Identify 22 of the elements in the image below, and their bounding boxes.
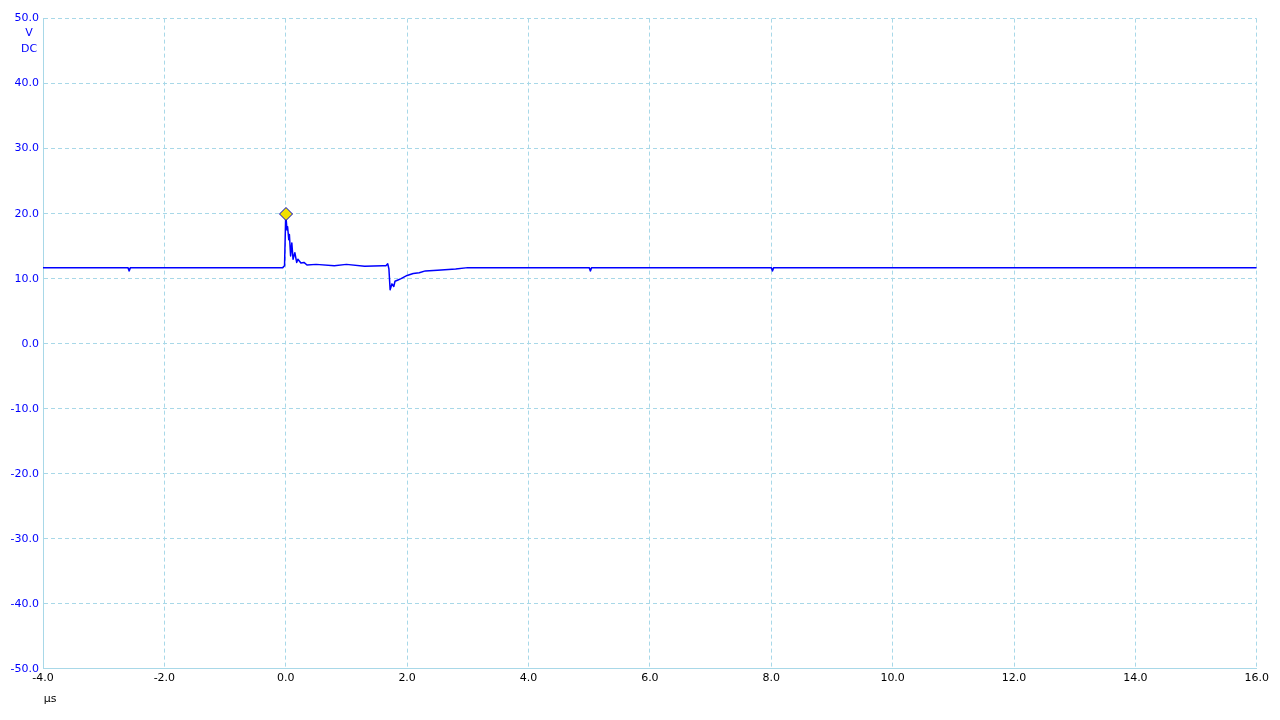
x-tick-label: 0.0 — [277, 671, 295, 685]
x-tick-label: 12.0 — [1001, 671, 1027, 685]
x-tick-label: 16.0 — [1244, 671, 1269, 685]
x-tick-label: 14.0 — [1123, 671, 1148, 685]
y-tick-label: 30.0 — [14, 141, 39, 155]
x-axis-title: µs — [43, 691, 57, 705]
x-tick-label: 4.0 — [519, 671, 538, 685]
y-tick-label: -40.0 — [10, 596, 39, 610]
x-tick-label: -2.0 — [153, 671, 176, 685]
y-axis-title: V DC — [20, 26, 38, 56]
y-tick-label: 50.0 — [14, 11, 39, 25]
y-tick-label: 0.0 — [21, 336, 39, 350]
y-tick-label: 40.0 — [14, 76, 39, 90]
x-tick-label: 8.0 — [762, 671, 780, 685]
y-tick-label: -10.0 — [10, 401, 39, 415]
y-tick-label: 10.0 — [14, 271, 39, 285]
x-tick-label: 2.0 — [398, 671, 416, 685]
x-tick-label: 6.0 — [641, 671, 659, 685]
x-tick-label: 10.0 — [880, 671, 905, 685]
y-tick-label: 20.0 — [14, 206, 39, 220]
y-tick-label: -30.0 — [10, 531, 39, 545]
y-tick-label: -20.0 — [10, 466, 39, 480]
